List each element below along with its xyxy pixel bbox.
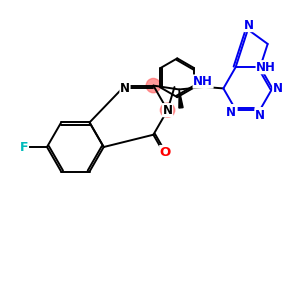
Text: F: F: [20, 140, 28, 154]
Text: N: N: [226, 106, 236, 118]
Text: N: N: [227, 105, 237, 118]
Text: N: N: [120, 82, 130, 95]
Polygon shape: [179, 89, 183, 108]
Text: N: N: [255, 109, 265, 122]
Text: N: N: [273, 82, 283, 95]
Text: NH: NH: [256, 61, 276, 74]
Circle shape: [146, 78, 160, 93]
Text: N: N: [255, 108, 265, 121]
Text: NH: NH: [193, 75, 213, 88]
Text: O: O: [160, 146, 171, 158]
Text: N: N: [163, 104, 172, 117]
Circle shape: [160, 103, 175, 117]
Text: N: N: [244, 19, 254, 32]
